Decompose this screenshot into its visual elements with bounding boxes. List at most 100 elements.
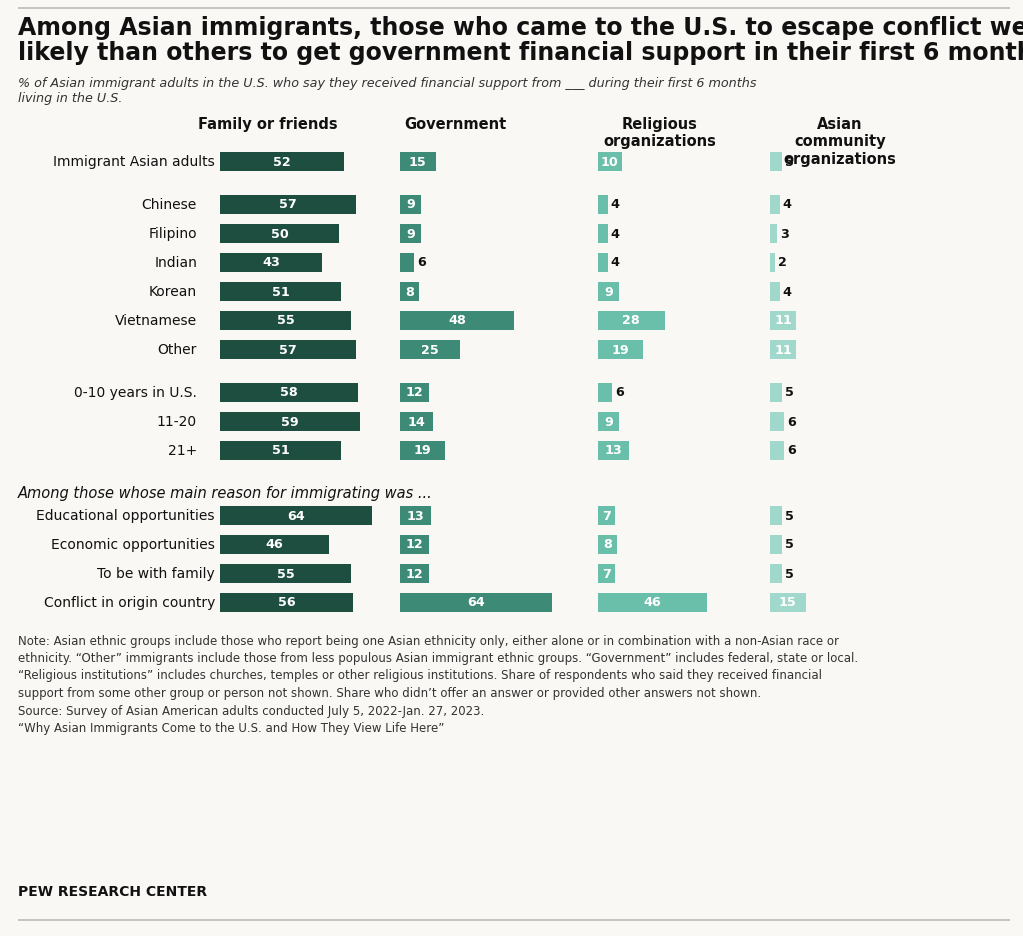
FancyBboxPatch shape — [400, 592, 552, 612]
Text: 12: 12 — [405, 567, 424, 580]
Text: Chinese: Chinese — [142, 197, 197, 212]
FancyBboxPatch shape — [400, 153, 436, 171]
FancyBboxPatch shape — [598, 225, 608, 243]
FancyBboxPatch shape — [598, 153, 622, 171]
Text: 13: 13 — [605, 444, 622, 457]
FancyBboxPatch shape — [770, 592, 806, 612]
FancyBboxPatch shape — [598, 412, 619, 431]
Text: 51: 51 — [272, 285, 290, 299]
Text: 5: 5 — [785, 538, 794, 551]
FancyBboxPatch shape — [598, 254, 608, 272]
Text: Conflict in origin country: Conflict in origin country — [44, 595, 215, 609]
Text: 59: 59 — [281, 415, 299, 428]
Text: Other: Other — [158, 343, 197, 357]
FancyBboxPatch shape — [598, 196, 608, 214]
Text: Religious
organizations: Religious organizations — [604, 117, 716, 149]
Text: 11-20: 11-20 — [157, 415, 197, 429]
Text: 15: 15 — [409, 155, 427, 168]
Text: 0-10 years in U.S.: 0-10 years in U.S. — [74, 386, 197, 400]
Text: 5: 5 — [785, 509, 794, 522]
Text: 5: 5 — [785, 567, 794, 580]
FancyBboxPatch shape — [220, 196, 356, 214]
Text: 25: 25 — [420, 344, 439, 356]
FancyBboxPatch shape — [770, 506, 782, 525]
FancyBboxPatch shape — [770, 254, 774, 272]
Text: 12: 12 — [405, 386, 424, 399]
Text: Asian
community
organizations: Asian community organizations — [784, 117, 896, 167]
Text: 6: 6 — [615, 386, 624, 399]
Text: 4: 4 — [611, 256, 620, 270]
Text: 52: 52 — [273, 155, 291, 168]
FancyBboxPatch shape — [598, 383, 613, 402]
Text: 6: 6 — [788, 415, 796, 428]
Text: 11: 11 — [774, 314, 792, 328]
Text: 6: 6 — [788, 444, 796, 457]
FancyBboxPatch shape — [400, 441, 445, 460]
FancyBboxPatch shape — [220, 412, 360, 431]
FancyBboxPatch shape — [220, 383, 358, 402]
Text: 19: 19 — [413, 444, 432, 457]
FancyBboxPatch shape — [400, 340, 459, 359]
Text: 3: 3 — [781, 227, 789, 241]
FancyBboxPatch shape — [400, 225, 421, 243]
Text: Economic opportunities: Economic opportunities — [51, 537, 215, 551]
Text: 57: 57 — [279, 198, 297, 212]
Text: 12: 12 — [405, 538, 424, 551]
FancyBboxPatch shape — [220, 254, 322, 272]
FancyBboxPatch shape — [770, 340, 796, 359]
Text: 15: 15 — [779, 596, 797, 608]
Text: 21+: 21+ — [168, 444, 197, 458]
Text: 64: 64 — [468, 596, 485, 608]
Text: 48: 48 — [448, 314, 466, 328]
Text: 13: 13 — [406, 509, 425, 522]
Text: 9: 9 — [406, 227, 415, 241]
FancyBboxPatch shape — [400, 412, 434, 431]
FancyBboxPatch shape — [400, 196, 421, 214]
Text: 58: 58 — [280, 386, 298, 399]
FancyBboxPatch shape — [598, 506, 615, 525]
Text: Among those whose main reason for immigrating was ...: Among those whose main reason for immigr… — [18, 486, 433, 501]
FancyBboxPatch shape — [400, 506, 431, 525]
FancyBboxPatch shape — [220, 441, 342, 460]
FancyBboxPatch shape — [400, 311, 515, 330]
FancyBboxPatch shape — [400, 254, 414, 272]
Text: 4: 4 — [611, 227, 620, 241]
Text: 14: 14 — [408, 415, 426, 428]
Text: Note: Asian ethnic groups include those who report being one Asian ethnicity onl: Note: Asian ethnic groups include those … — [18, 634, 858, 734]
FancyBboxPatch shape — [770, 196, 780, 214]
Text: 55: 55 — [276, 314, 295, 328]
Text: 9: 9 — [406, 198, 415, 212]
FancyBboxPatch shape — [770, 535, 782, 554]
FancyBboxPatch shape — [598, 311, 665, 330]
Text: 50: 50 — [271, 227, 288, 241]
Text: 5: 5 — [785, 155, 794, 168]
Text: Vietnamese: Vietnamese — [115, 314, 197, 328]
Text: Filipino: Filipino — [148, 227, 197, 241]
Text: % of Asian immigrant adults in the U.S. who say they received financial support : % of Asian immigrant adults in the U.S. … — [18, 77, 756, 105]
FancyBboxPatch shape — [220, 563, 351, 583]
Text: 43: 43 — [262, 256, 280, 270]
FancyBboxPatch shape — [220, 225, 339, 243]
Text: 4: 4 — [783, 285, 792, 299]
FancyBboxPatch shape — [220, 592, 353, 612]
Text: 8: 8 — [405, 285, 414, 299]
Text: 10: 10 — [602, 155, 619, 168]
FancyBboxPatch shape — [770, 225, 777, 243]
FancyBboxPatch shape — [770, 383, 782, 402]
Text: 56: 56 — [278, 596, 296, 608]
Text: 4: 4 — [783, 198, 792, 212]
Text: To be with family: To be with family — [97, 566, 215, 580]
Text: 46: 46 — [266, 538, 283, 551]
Text: 6: 6 — [417, 256, 426, 270]
FancyBboxPatch shape — [598, 535, 617, 554]
Text: 28: 28 — [622, 314, 640, 328]
Text: Family or friends: Family or friends — [198, 117, 338, 132]
FancyBboxPatch shape — [598, 563, 615, 583]
FancyBboxPatch shape — [400, 535, 429, 554]
FancyBboxPatch shape — [770, 563, 782, 583]
FancyBboxPatch shape — [598, 592, 708, 612]
FancyBboxPatch shape — [770, 282, 780, 301]
Text: Korean: Korean — [149, 285, 197, 299]
FancyBboxPatch shape — [770, 153, 782, 171]
FancyBboxPatch shape — [770, 412, 785, 431]
